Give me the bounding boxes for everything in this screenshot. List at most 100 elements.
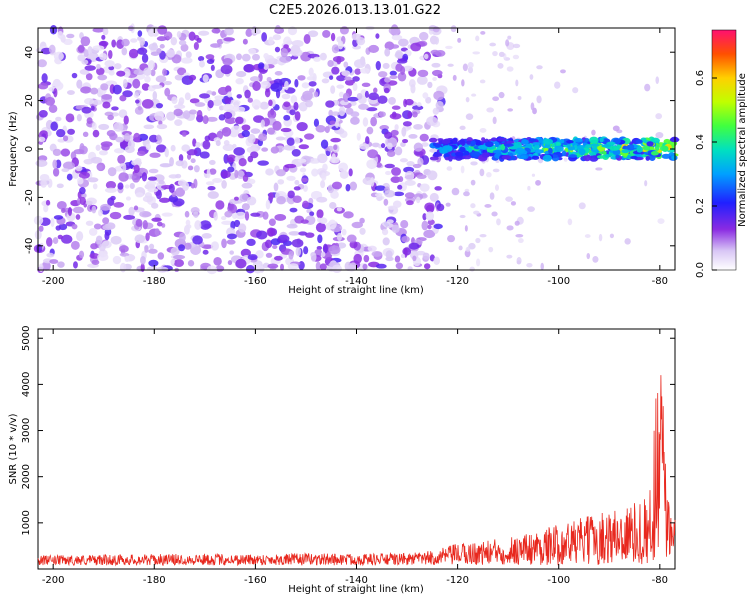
spectrogram-cell xyxy=(181,131,187,137)
spectrogram-cell xyxy=(78,250,85,259)
spectrogram-cell xyxy=(382,62,390,70)
spectrogram-cell xyxy=(95,144,101,151)
spectrogram-cell xyxy=(427,170,438,181)
spectrogram-cell xyxy=(388,26,401,35)
spectrogram-cell xyxy=(548,147,553,154)
spectrogram-cell xyxy=(118,172,129,182)
spectrogram-cell xyxy=(236,94,242,99)
spectrogram-cell xyxy=(393,191,405,197)
spectrogram-cell xyxy=(385,250,393,260)
spectrogram-cell xyxy=(199,93,211,99)
spectrogram-cell xyxy=(124,184,130,189)
spectrogram-cell xyxy=(429,156,439,161)
spectrogram-cell xyxy=(46,237,53,247)
spectrogram-cell xyxy=(246,196,257,206)
spectrogram-cell xyxy=(350,116,360,125)
spectrogram-cell xyxy=(419,31,429,41)
spectrogram-cell xyxy=(72,206,85,214)
spectrogram-cell xyxy=(202,115,209,125)
spectrogram-cell xyxy=(87,177,99,183)
spectrogram-cell xyxy=(283,36,292,47)
spectrogram-cell xyxy=(100,203,112,211)
spectrogram-cell xyxy=(152,91,158,101)
spectrogram-cell xyxy=(659,145,669,152)
spectrogram-cell xyxy=(310,251,317,262)
spectrogram-cell xyxy=(236,170,245,180)
spectrogram-cell xyxy=(326,145,334,152)
spectrogram-cell xyxy=(367,245,377,252)
spectrogram-cell xyxy=(534,149,544,154)
spectrogram-cell xyxy=(102,224,113,231)
spectrogram-cell xyxy=(451,187,460,196)
spectrogram-cell xyxy=(235,71,247,78)
spectrogram-cell xyxy=(170,247,180,256)
spectrogram-cell xyxy=(124,255,130,263)
spectrogram-cell xyxy=(629,144,635,149)
spectrogram-cell xyxy=(55,225,61,231)
spectrogram-cell xyxy=(337,40,344,50)
spectrogram-cell xyxy=(93,223,102,230)
spectrogram-cell xyxy=(517,96,522,101)
spectrogram-cell xyxy=(288,231,301,236)
spectrogram-cell xyxy=(572,87,579,94)
spectrogram-cell xyxy=(457,37,462,43)
spectrogram-cell xyxy=(186,149,198,156)
spectrogram-cell xyxy=(396,58,408,64)
spectrogram-cell xyxy=(89,252,100,259)
spectrogram-cell xyxy=(596,155,606,159)
spectrogram-cell xyxy=(527,206,535,212)
spectrogram-cell xyxy=(330,85,336,94)
spectrogram-cell xyxy=(92,27,105,33)
spectrogram-cell xyxy=(241,124,251,131)
spectrogram-cell xyxy=(465,96,470,103)
spectrogram-cell xyxy=(281,93,291,100)
spectrogram-cell xyxy=(221,238,227,249)
spectrogram-cell xyxy=(520,155,527,159)
spectrogram-cell xyxy=(338,162,349,172)
spectrogram-cell xyxy=(578,202,586,210)
spectrogram-cell xyxy=(462,63,468,72)
spectrogram-cell xyxy=(386,142,393,150)
spectrogram-cell xyxy=(109,211,122,220)
spectrogram-cell xyxy=(536,95,542,104)
spectrogram-cell xyxy=(112,255,122,265)
spectrogram-cell xyxy=(428,137,438,143)
spectrogram-cell xyxy=(222,144,235,152)
spectrogram-cell xyxy=(206,90,213,95)
spectrogram-cell xyxy=(324,126,330,134)
spectrogram-cell xyxy=(655,131,664,139)
spectrogram-cell xyxy=(155,75,167,83)
spectrogram-x-tick-label: -120 xyxy=(446,276,469,287)
spectrogram-cell xyxy=(50,121,58,132)
spectrogram-cell xyxy=(506,254,513,259)
spectrogram-cell xyxy=(201,244,214,249)
spectrogram-cell xyxy=(566,140,574,144)
spectrogram-cell xyxy=(75,214,81,220)
spectrogram-cell xyxy=(66,173,73,181)
spectrogram-cell xyxy=(235,116,244,125)
snr-x-tick-label: -120 xyxy=(446,575,469,586)
spectrogram-cell xyxy=(305,100,313,108)
spectrogram-cell xyxy=(161,212,173,217)
colorbar-gradient xyxy=(711,29,737,271)
spectrogram-cell xyxy=(206,58,215,64)
spectrogram-cell xyxy=(92,45,105,51)
spectrogram-cell xyxy=(41,261,51,271)
spectrogram-cell xyxy=(412,163,422,169)
spectrogram-cell xyxy=(304,133,315,140)
spectrogram-cell xyxy=(590,143,600,147)
spectrogram-cell xyxy=(567,218,573,226)
spectrogram-cell xyxy=(57,261,65,268)
spectrogram-cell xyxy=(148,134,159,143)
spectrogram-cell xyxy=(53,215,64,220)
spectrogram-cell xyxy=(159,44,165,49)
spectrogram-cell xyxy=(592,256,599,263)
spectrogram-cell xyxy=(182,181,190,191)
spectrogram-cell xyxy=(174,74,184,81)
spectrogram-cell xyxy=(250,151,259,159)
spectrogram-cell xyxy=(210,64,215,72)
spectrogram-cell xyxy=(561,150,567,157)
spectrogram-cell xyxy=(297,75,306,81)
spectrogram-cell xyxy=(193,165,200,173)
spectrogram-y-tick-label: -40 xyxy=(24,238,35,254)
